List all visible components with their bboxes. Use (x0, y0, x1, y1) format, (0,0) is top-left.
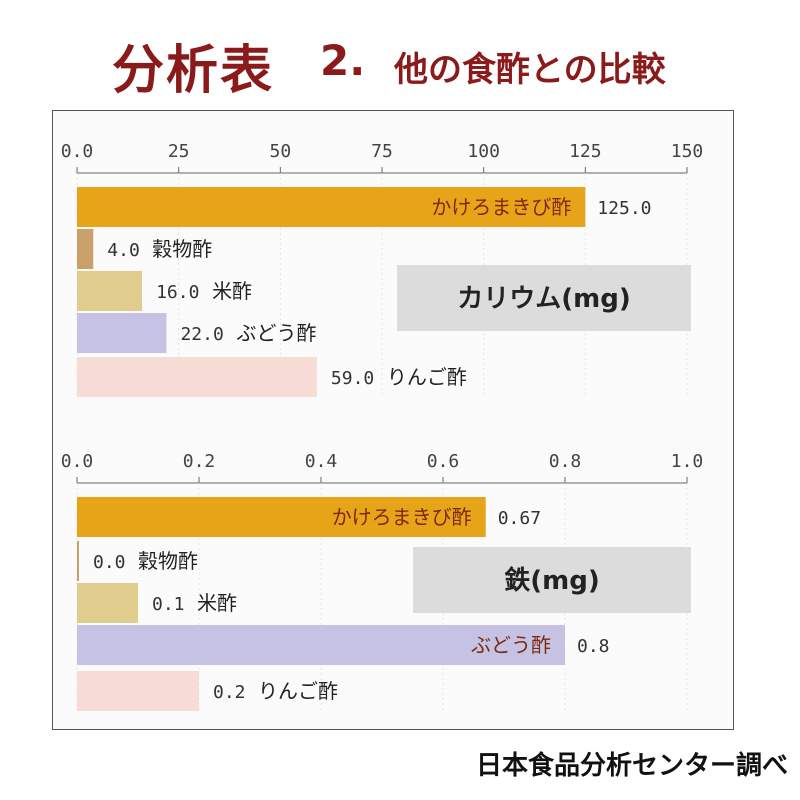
value-label: 0.8 (577, 636, 610, 657)
x-tick-label: 150 (671, 141, 704, 162)
unit-label: 鉄(mg) (504, 565, 599, 596)
title-number: 2. (320, 36, 366, 85)
bar (77, 497, 486, 537)
category-label: 米酢 (212, 279, 252, 303)
bar (77, 541, 79, 581)
category-label: 穀物酢 (152, 237, 212, 261)
x-tick-label: 1.0 (671, 451, 704, 472)
value-label: 4.0 (107, 240, 140, 261)
x-tick-label: 0.0 (61, 451, 94, 472)
x-tick-label: 25 (168, 141, 190, 162)
value-label: 125.0 (597, 198, 651, 219)
category-label: ぶどう酢 (471, 633, 551, 657)
bar (77, 625, 565, 665)
value-label: 0.2 (213, 682, 246, 703)
value-label: 16.0 (156, 282, 199, 303)
x-tick-label: 0.8 (549, 451, 582, 472)
unit-box (397, 265, 691, 331)
charts-svg: 0.0 25 50 75 100 125 150 カリウム(mg) かけろまきび酢 125.0 4.… (61, 141, 704, 711)
category-label: 米酢 (197, 591, 237, 615)
x-tick-label: 0.6 (427, 451, 460, 472)
x-tick-label: 100 (467, 141, 500, 162)
chart-panel: 0.0 25 50 75 100 125 150 カリウム(mg) かけろまきび酢 125.0 4.… (52, 110, 734, 730)
x-tick-label: 50 (269, 141, 291, 162)
unit-box (413, 547, 691, 613)
value-label: 0.67 (498, 508, 541, 529)
bar (77, 187, 586, 227)
value-label: 59.0 (331, 368, 374, 389)
bar (77, 583, 138, 623)
x-tick-label: 0.2 (183, 451, 216, 472)
category-label: ぶどう酢 (236, 321, 316, 345)
page-subtitle: 他の食酢との比較 (394, 50, 666, 90)
value-label: 0.1 (152, 594, 185, 615)
title-area: 分析表 2. 他の食酢との比較 (0, 22, 800, 102)
x-tick-label: 125 (569, 141, 602, 162)
value-label: 0.0 (93, 552, 126, 573)
category-label: りんご酢 (387, 365, 467, 389)
source-note: 日本食品分析センター調べ (475, 751, 788, 781)
bar (77, 271, 143, 311)
bar (77, 229, 94, 269)
x-tick-label: 75 (371, 141, 393, 162)
category-label: かけろまきび酢 (332, 505, 472, 529)
category-label: かけろまきび酢 (431, 195, 571, 219)
x-tick-label: 0.0 (61, 141, 94, 162)
page-title: 分析表 (112, 41, 275, 101)
value-label: 22.0 (180, 324, 223, 345)
x-tick-label: 0.4 (305, 451, 338, 472)
category-label: りんご酢 (258, 679, 338, 703)
bar (77, 357, 317, 397)
unit-label: カリウム(mg) (457, 284, 630, 314)
bar (77, 313, 167, 353)
category-label: 穀物酢 (138, 549, 198, 573)
bar (77, 671, 199, 711)
